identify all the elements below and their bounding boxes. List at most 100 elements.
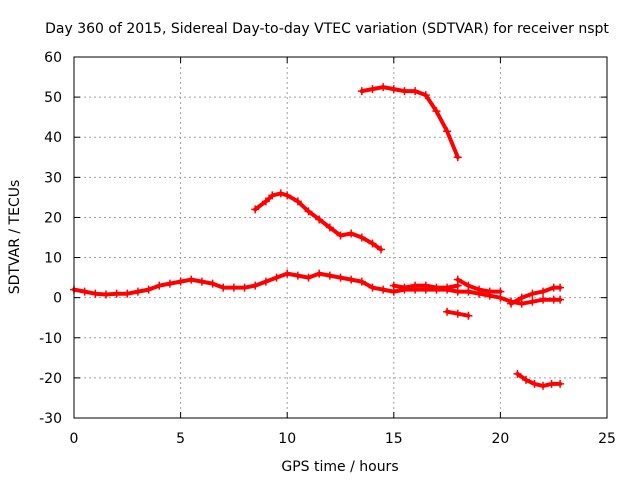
x-axis-label: GPS time / hours [281, 459, 398, 475]
data-point [453, 153, 462, 162]
y-tick-label: -30 [39, 411, 62, 427]
data-point [432, 107, 441, 116]
data-point [283, 269, 292, 278]
data-point [336, 273, 345, 282]
data-point [377, 245, 386, 254]
track-hump [251, 189, 386, 254]
data-point [268, 191, 277, 200]
data-point [315, 269, 324, 278]
track-high [357, 83, 462, 162]
data-point [261, 197, 270, 206]
data-point [389, 85, 398, 94]
x-tick-labels: 0 5 10 15 20 25 [70, 431, 616, 447]
data-point [556, 295, 565, 304]
data-point [513, 369, 522, 378]
data-point [485, 287, 494, 296]
y-tick-label: 20 [44, 210, 62, 226]
data-point [155, 281, 164, 290]
data-point [219, 283, 228, 292]
data-point [165, 279, 174, 288]
data-point [379, 83, 388, 92]
track-high-line [359, 85, 460, 160]
data-point [293, 271, 302, 280]
y-tick-label: 30 [44, 170, 62, 186]
data-point [443, 127, 452, 136]
data-point [379, 285, 388, 294]
data-point [464, 311, 473, 320]
y-tick-labels: -30 -20 -10 0 10 20 30 40 50 60 [39, 50, 62, 427]
y-tick-label: -10 [39, 331, 62, 347]
data-point [347, 229, 356, 238]
y-axis-label: SDTVAR / TECUs [7, 180, 23, 295]
data-point [389, 281, 398, 290]
y-tick-label: 40 [44, 130, 62, 146]
data-point [556, 283, 565, 292]
data-point [400, 87, 409, 96]
data-point [261, 277, 270, 286]
data-point [325, 223, 334, 232]
data-point [144, 285, 153, 294]
data-point [539, 287, 548, 296]
data-point [368, 283, 377, 292]
data-point [325, 271, 334, 280]
x-tick-label: 25 [598, 431, 616, 447]
data-point [443, 283, 452, 292]
data-point [251, 281, 260, 290]
data-point [556, 379, 565, 388]
data-point [112, 289, 121, 298]
data-point [539, 381, 548, 390]
data-point [304, 273, 313, 282]
data-point [400, 283, 409, 292]
chart-title: Day 360 of 2015, Sidereal Day-to-day VTE… [45, 21, 609, 37]
data-point [251, 205, 260, 214]
data-point [368, 239, 377, 248]
y-tick-label: 50 [44, 90, 62, 106]
y-tick-label: 60 [44, 50, 62, 66]
data-point [528, 297, 537, 306]
x-tick-label: 15 [385, 431, 403, 447]
data-point [357, 233, 366, 242]
data-point [208, 279, 217, 288]
data-point [453, 309, 462, 318]
data-point [421, 91, 430, 100]
track-branch-a [453, 275, 505, 296]
data-point [293, 197, 302, 206]
data-point [530, 379, 539, 388]
x-tick-label: 0 [70, 431, 79, 447]
y-tick-label: 0 [53, 291, 62, 307]
data-point [197, 277, 206, 286]
track-dip [443, 307, 473, 320]
data-point [517, 293, 526, 302]
data-point [453, 275, 462, 284]
data-point [357, 277, 366, 286]
data-point [187, 275, 196, 284]
data-point [539, 295, 548, 304]
data-point [528, 289, 537, 298]
data-point [357, 87, 366, 96]
data-point [240, 283, 249, 292]
data-point [283, 191, 292, 200]
data-point [421, 281, 430, 290]
data-point [133, 287, 142, 296]
data-point [368, 85, 377, 94]
data-point [315, 215, 324, 224]
data-series [70, 83, 565, 390]
data-point [507, 299, 516, 308]
data-point [276, 189, 285, 198]
data-point [91, 289, 100, 298]
data-point [272, 273, 281, 282]
x-tick-label: 10 [278, 431, 296, 447]
track-branch-b [507, 283, 565, 308]
x-tick-label: 5 [176, 431, 185, 447]
data-point [521, 375, 530, 384]
data-point [101, 290, 110, 299]
data-point [336, 231, 345, 240]
grid-lines [74, 57, 607, 418]
y-tick-label: 10 [44, 251, 62, 267]
data-point [123, 289, 132, 298]
data-point [304, 207, 313, 216]
track-main-line [72, 271, 563, 306]
data-point [464, 281, 473, 290]
data-point [547, 379, 556, 388]
